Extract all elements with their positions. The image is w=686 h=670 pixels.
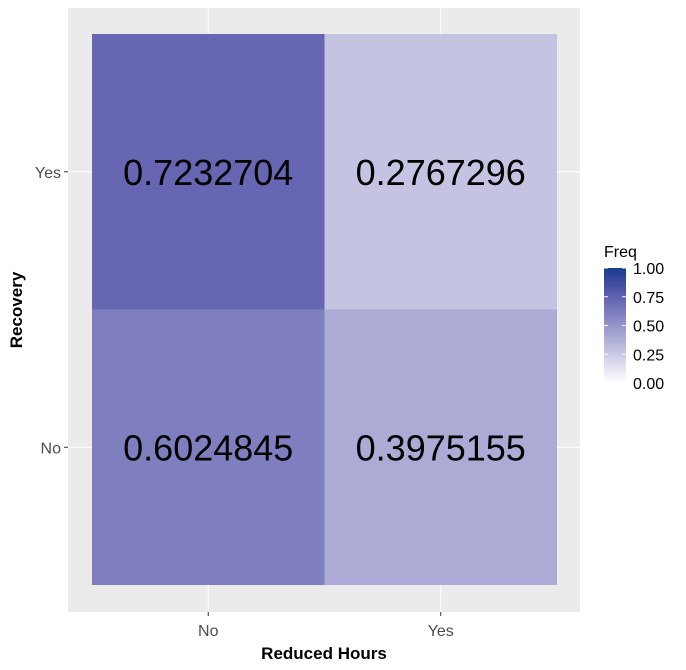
heatmap-cell (92, 309, 325, 585)
x-tick-label: Yes (428, 623, 454, 640)
heatmap-cell (324, 34, 557, 310)
cell-value-label: 0.7232704 (123, 152, 293, 193)
heatmap-cell (324, 309, 557, 585)
cell-labels: 0.7232704 0.2767296 0.6024845 0.3975155 (123, 152, 526, 469)
y-axis-title: Recovery (7, 271, 26, 348)
cell-value-label: 0.2767296 (356, 152, 526, 193)
y-tick-label: Yes (35, 165, 61, 182)
legend-tick-label: 0.25 (633, 347, 664, 364)
x-tick-label: No (198, 623, 219, 640)
y-axis: No Yes (35, 165, 68, 457)
x-axis: No Yes (198, 612, 454, 640)
legend-colorbar (604, 268, 626, 383)
x-axis-title: Reduced Hours (261, 644, 387, 663)
cell-value-label: 0.6024845 (123, 427, 293, 468)
y-tick-label: No (41, 440, 62, 457)
color-legend: Freq 0.00 0.25 0.50 0.75 1.00 (604, 244, 664, 393)
legend-tick-label: 0.75 (633, 290, 664, 307)
legend-title: Freq (604, 244, 637, 261)
legend-tick-label: 1.00 (633, 261, 664, 278)
cell-value-label: 0.3975155 (356, 427, 526, 468)
heatmap-cells (92, 34, 557, 585)
legend-tick-label: 0.00 (633, 376, 664, 393)
legend-tick-label: 0.50 (633, 319, 664, 336)
heatmap-cell (92, 34, 325, 310)
